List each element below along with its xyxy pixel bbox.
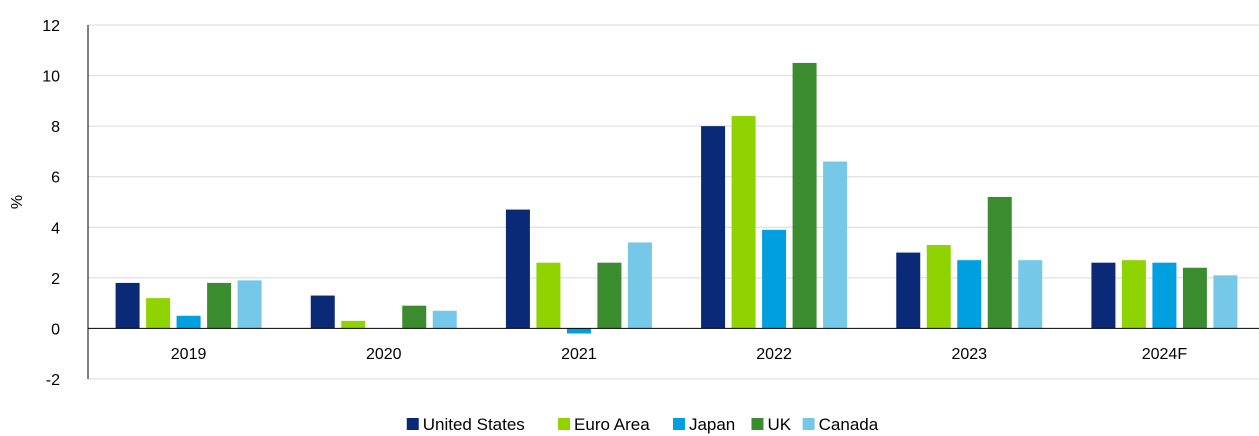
legend-item: Japan	[672, 415, 735, 434]
bar-uk-2024f	[1182, 267, 1207, 329]
bar-united-states-2023	[896, 252, 921, 329]
legend-swatch	[406, 418, 419, 430]
bar-euro-area-2024f	[1121, 260, 1146, 329]
legend-item: Canada	[802, 415, 879, 434]
bar-euro-area-2019	[146, 298, 171, 329]
bar-japan-2024f	[1152, 262, 1177, 329]
bar-canada-2019	[237, 280, 262, 329]
legend-label: Japan	[689, 415, 735, 434]
bars	[115, 62, 1238, 334]
bar-euro-area-2021	[536, 262, 561, 329]
legend-label: Canada	[819, 415, 879, 434]
bar-uk-2023	[987, 196, 1012, 329]
y-axis-label: %	[9, 195, 26, 209]
x-tick-label: 2024F	[1142, 346, 1188, 363]
bar-canada-2023	[1018, 260, 1043, 329]
bar-euro-area-2020	[341, 320, 366, 329]
x-axis-ticks: 2019 2020 2021 2022 2023 2024F	[171, 346, 1188, 363]
bar-canada-2020	[432, 310, 457, 329]
bar-united-states-2022	[701, 126, 726, 329]
legend-item: Euro Area	[558, 415, 650, 434]
bar-united-states-2020	[310, 295, 335, 329]
legend-item: United States	[406, 415, 525, 434]
legend-label: UK	[767, 415, 791, 434]
bar-euro-area-2022	[731, 116, 756, 329]
y-tick-label: 8	[51, 119, 60, 136]
y-tick-label: 0	[51, 321, 60, 338]
legend-label: Euro Area	[574, 415, 650, 434]
legend-swatch	[751, 418, 764, 430]
bar-united-states-2021	[505, 209, 530, 329]
legend: United States Euro Area Japan UK Canada	[406, 415, 879, 434]
legend-item: UK	[751, 415, 792, 434]
y-tick-label: 2	[51, 271, 60, 288]
bar-canada-2024f	[1213, 275, 1238, 329]
bar-japan-2023	[957, 260, 982, 329]
y-tick-label: 6	[51, 170, 60, 187]
bar-canada-2021	[627, 242, 652, 329]
bar-japan-2022	[762, 229, 787, 329]
x-tick-label: 2020	[366, 346, 402, 363]
y-axis-ticks: -2 0 2 4 6 8 10 12	[42, 18, 60, 389]
y-tick-label: 4	[51, 220, 60, 237]
x-tick-label: 2021	[561, 346, 597, 363]
bar-uk-2021	[597, 262, 622, 329]
legend-label: United States	[423, 415, 525, 434]
bar-united-states-2024f	[1091, 262, 1116, 329]
bar-uk-2019	[207, 282, 232, 329]
x-tick-label: 2023	[951, 346, 987, 363]
legend-swatch	[558, 418, 571, 430]
legend-swatch	[802, 418, 815, 430]
y-tick-label: 10	[42, 69, 60, 86]
y-tick-label: -2	[46, 372, 60, 389]
bar-japan-2019	[176, 315, 201, 329]
bar-japan-2021	[566, 328, 591, 334]
x-tick-label: 2022	[756, 346, 792, 363]
x-tick-label: 2019	[171, 346, 207, 363]
gridlines	[88, 24, 1259, 380]
bar-uk-2022	[792, 62, 817, 329]
bar-euro-area-2023	[926, 244, 951, 329]
y-tick-label: 12	[42, 18, 60, 35]
bar-canada-2022	[823, 161, 848, 329]
bar-uk-2020	[402, 305, 427, 329]
legend-swatch	[672, 418, 685, 430]
bar-united-states-2019	[115, 282, 140, 329]
